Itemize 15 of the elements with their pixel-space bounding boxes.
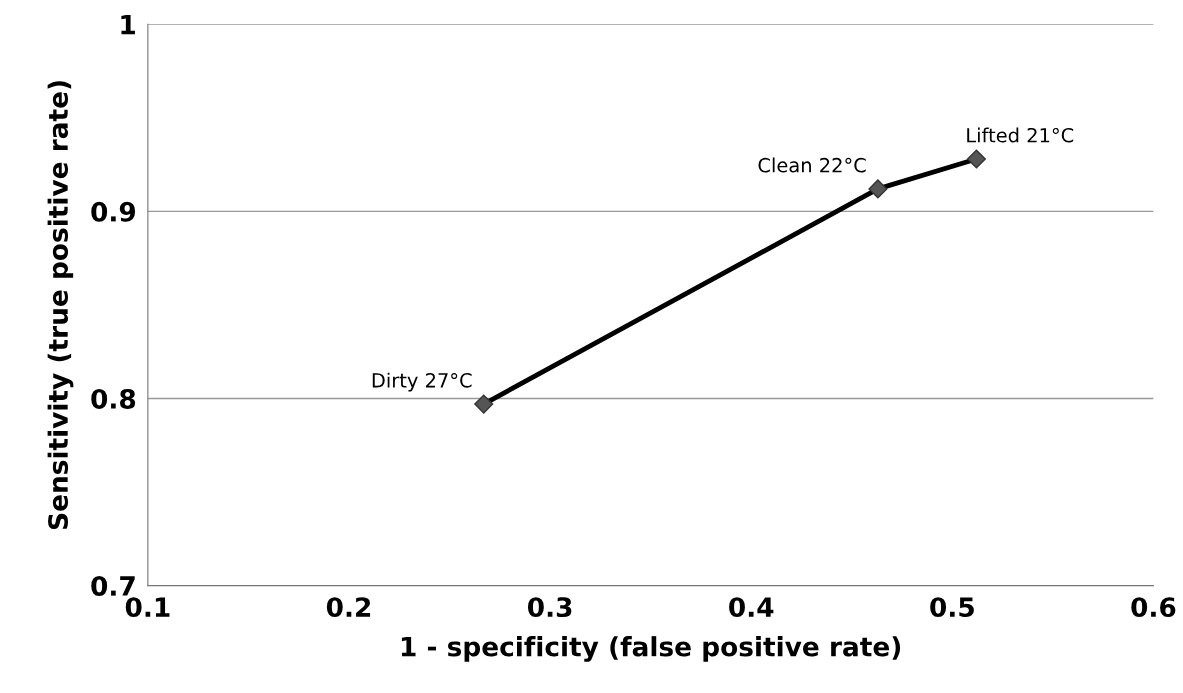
x-tick-label: 0.1 xyxy=(125,597,170,618)
x-tick-label: 0.5 xyxy=(930,597,974,618)
x-tick-label: 0.4 xyxy=(729,597,774,618)
x-axis-title: 1 - specificity (false positive rate) xyxy=(401,636,901,662)
annotation: Clean 22°C xyxy=(758,157,866,173)
y-tick-label: 0.8 xyxy=(91,388,136,409)
annotation: Lifted 21°C xyxy=(967,127,1074,143)
x-tick-label: 0.6 xyxy=(1131,597,1176,618)
annotation: Dirty 27°C xyxy=(372,372,472,392)
y-tick-label: 0.7 xyxy=(91,576,135,596)
x-tick-label: 0.3 xyxy=(527,597,572,618)
y-tick-label: 0.9 xyxy=(91,201,136,222)
x-tick-label: 0.2 xyxy=(326,597,371,618)
y-tick-label: 1 xyxy=(121,15,135,35)
y-axis-title: Sensitivity (true positive rate) xyxy=(47,81,74,530)
